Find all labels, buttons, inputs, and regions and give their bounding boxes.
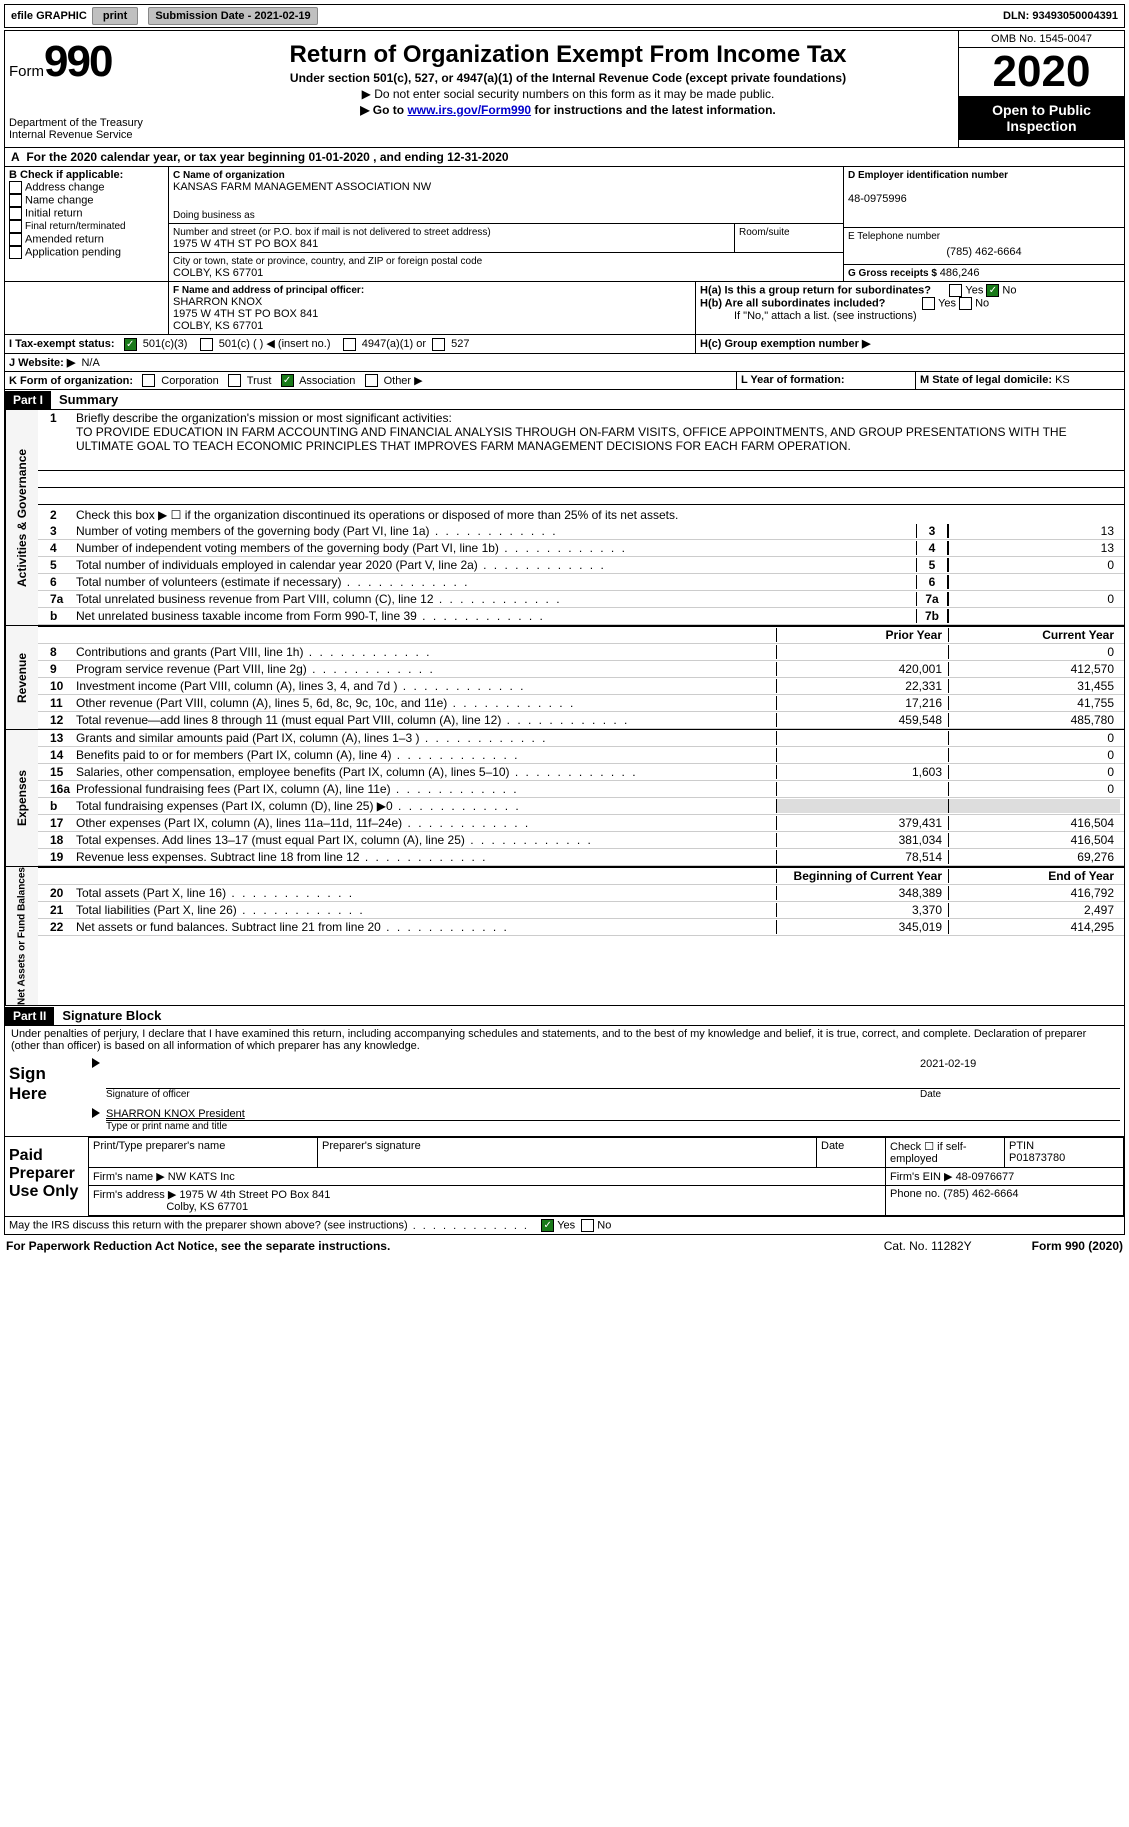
net-assets-section: Net Assets or Fund Balances Beginning of… <box>4 867 1125 1006</box>
subtitle-1: Under section 501(c), 527, or 4947(a)(1)… <box>182 71 954 85</box>
principal-officer: F Name and address of principal officer:… <box>169 282 696 334</box>
group-exemption: H(c) Group exemption number ▶ <box>695 335 1124 353</box>
sign-here: Sign Here 2021-02-19Signature of officer… <box>4 1054 1125 1137</box>
org-name: C Name of organizationKANSAS FARM MANAGE… <box>169 167 843 224</box>
subtitle-3: ▶ Go to www.irs.gov/Form990 for instruct… <box>182 103 954 117</box>
omb-number: OMB No. 1545-0047 <box>959 31 1124 48</box>
website: J Website: ▶ N/A <box>5 354 1124 371</box>
room-suite: Room/suite <box>734 224 843 252</box>
subtitle-2: ▶ Do not enter social security numbers o… <box>182 87 954 101</box>
paid-preparer: Paid Preparer Use Only Print/Type prepar… <box>4 1137 1125 1217</box>
efile-label: efile GRAPHIC print <box>5 8 146 24</box>
page-footer: For Paperwork Reduction Act Notice, see … <box>4 1235 1125 1257</box>
street-address: Number and street (or P.O. box if mail i… <box>169 224 734 252</box>
form-number: Form990 <box>9 37 174 87</box>
submission-date: Submission Date - 2021-02-19 <box>148 7 317 25</box>
telephone: E Telephone number(785) 462-6664 <box>844 228 1124 265</box>
ein: D Employer identification number48-09759… <box>844 167 1124 228</box>
expenses-section: Expenses 13Grants and similar amounts pa… <box>4 730 1125 867</box>
form-title: Return of Organization Exempt From Incom… <box>182 41 954 69</box>
irs-label: Internal Revenue Service <box>9 129 174 141</box>
tax-period: A For the 2020 calendar year, or tax yea… <box>5 148 1124 166</box>
part1-header: Part ISummary <box>4 390 1125 410</box>
tax-year: 2020 <box>959 48 1124 96</box>
state-domicile: M State of legal domicile: KS <box>916 372 1124 390</box>
irs-discuss: May the IRS discuss this return with the… <box>4 1217 1125 1235</box>
top-bar: efile GRAPHIC print Submission Date - 20… <box>4 4 1125 28</box>
year-formation: L Year of formation: <box>736 372 916 390</box>
irs-link[interactable]: www.irs.gov/Form990 <box>407 103 531 117</box>
form-of-org: K Form of organization: Corporation Trus… <box>5 372 736 390</box>
gross-receipts: G Gross receipts $ 486,246 <box>844 265 1124 281</box>
dln: DLN: 93493050004391 <box>997 8 1124 24</box>
section-h: H(a) Is this a group return for subordin… <box>696 282 1124 334</box>
revenue-section: Revenue Prior YearCurrent Year 8Contribu… <box>4 626 1125 730</box>
tax-exempt-status: I Tax-exempt status: ✓ 501(c)(3) 501(c) … <box>5 335 695 353</box>
dept-treasury: Department of the Treasury <box>9 117 174 129</box>
part2-header: Part IISignature Block <box>4 1006 1125 1026</box>
section-b: B Check if applicable: Address change Na… <box>5 167 169 281</box>
city-state: City or town, state or province, country… <box>169 253 843 281</box>
form-header: Form990 Department of the Treasury Inter… <box>4 30 1125 148</box>
activities-governance: Activities & Governance 1Briefly describ… <box>4 410 1125 626</box>
perjury-declaration: Under penalties of perjury, I declare th… <box>4 1026 1125 1054</box>
print-button[interactable]: print <box>92 7 138 25</box>
open-inspection: Open to Public Inspection <box>959 96 1124 140</box>
